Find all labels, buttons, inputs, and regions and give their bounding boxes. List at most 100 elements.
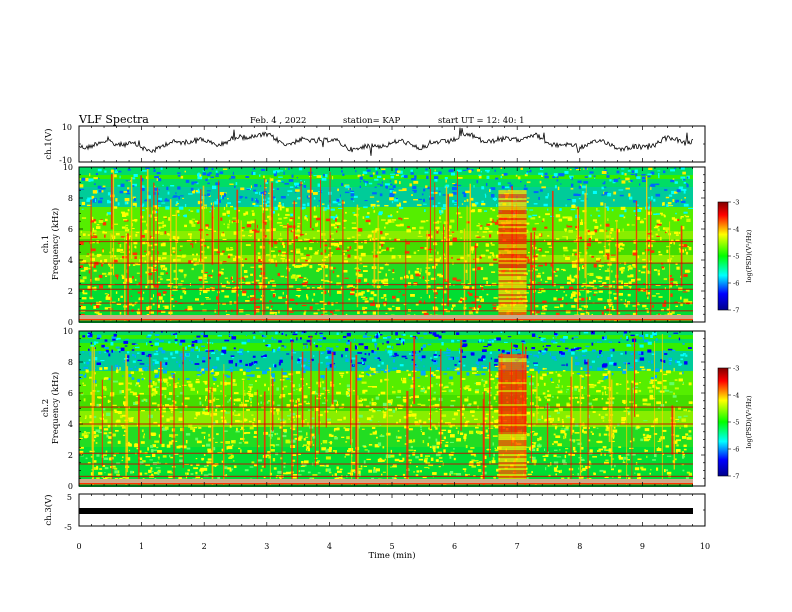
spectrogram-cell — [443, 236, 446, 239]
spectrogram-cell — [227, 253, 233, 257]
spectrogram-cell — [154, 175, 159, 179]
spectrogram-cell — [434, 425, 436, 428]
spectrogram-cell — [200, 368, 205, 372]
spectrogram-cell — [493, 476, 496, 479]
spectrogram-cell — [664, 287, 666, 290]
spectrogram-band — [79, 227, 693, 231]
spectrogram-cell — [489, 188, 492, 192]
spectrogram-cell — [161, 266, 163, 270]
spectrogram-cell — [402, 174, 406, 178]
spectrogram-streak — [110, 233, 112, 321]
spectrogram-cell — [260, 185, 262, 187]
spectrogram-cell — [526, 421, 528, 425]
spectrogram-cell — [275, 171, 277, 174]
spectrogram-cell — [456, 356, 460, 360]
spectrogram-burst — [498, 282, 527, 285]
spectrogram-cell — [153, 169, 156, 172]
spectrogram-cell — [472, 372, 477, 374]
spectrogram-cell — [369, 419, 373, 422]
spectrogram-cell — [494, 169, 496, 172]
spectrogram-cell — [256, 200, 259, 204]
spectrogram-cell — [480, 267, 484, 270]
spectrogram-cell — [549, 371, 554, 374]
spectrogram-cell — [396, 198, 398, 200]
spectrogram-cell — [392, 359, 395, 363]
spectrogram-cell — [553, 433, 556, 436]
spectrogram-cell — [188, 233, 192, 236]
spectrogram-cell — [200, 467, 204, 471]
spectrogram-cell — [324, 239, 327, 242]
spectrogram-cell — [327, 421, 331, 425]
spectrogram-cell — [374, 444, 380, 448]
spectrogram-cell — [128, 374, 132, 378]
spectrogram-streak — [269, 177, 271, 264]
spectrogram-burst — [498, 236, 527, 239]
spectrogram-cell — [493, 396, 496, 400]
spectrogram-cell — [606, 207, 610, 211]
spectrogram-cell — [316, 175, 322, 178]
spectrogram-cell — [167, 384, 169, 387]
spectrogram-cell — [419, 226, 424, 230]
spectrogram-cell — [672, 395, 677, 398]
spectrogram-cell — [609, 361, 614, 365]
spectrogram-cell — [398, 217, 401, 220]
spectrogram-cell — [98, 241, 101, 244]
spectrogram-band — [79, 219, 693, 223]
spectrogram-cell — [396, 211, 399, 213]
spectrogram-cell — [589, 272, 594, 276]
spectrogram-cell — [537, 418, 541, 421]
spectrogram-cell — [674, 181, 678, 184]
spectrogram-cell — [548, 415, 552, 417]
spectrogram-cell — [588, 427, 590, 429]
spectrogram-cell — [386, 247, 389, 251]
spectrogram-cell — [678, 406, 681, 410]
spectrogram-cell — [611, 209, 614, 212]
spectrogram-cell — [464, 398, 469, 402]
spectrogram-cell — [358, 414, 363, 418]
spectrogram-cell — [385, 222, 389, 225]
spectrogram-cell — [376, 173, 378, 175]
spectrogram-cell — [666, 249, 669, 253]
spectrogram-streak — [466, 205, 468, 280]
spectrogram-cell — [120, 248, 124, 251]
spectrogram-cell — [378, 421, 380, 422]
spectrogram-cell — [392, 390, 396, 394]
spectrogram-cell — [315, 345, 318, 348]
spectrogram-cell — [596, 441, 599, 443]
spectrogram-cell — [594, 225, 599, 229]
spectrogram-cell — [156, 462, 161, 464]
spectrogram-cell — [363, 278, 368, 282]
spectrogram-cell — [587, 291, 592, 293]
spectrogram-cell — [619, 247, 623, 249]
spectrogram-cell — [147, 251, 151, 255]
spectrogram-burst — [498, 288, 527, 291]
spectrogram-streak — [457, 171, 458, 231]
spectrogram-cell — [390, 221, 395, 223]
spectrogram-cell — [577, 291, 581, 295]
spectrogram-cell — [531, 471, 533, 473]
spectrogram-cell — [581, 185, 587, 189]
spectrogram-band — [79, 195, 693, 199]
spectrogram-cell — [604, 191, 608, 195]
spectrogram-burst — [498, 256, 527, 259]
spectrogram-cell — [364, 181, 369, 184]
spectrogram-cell — [285, 214, 290, 216]
spectrogram-cell — [421, 355, 426, 359]
spectrogram-cell — [231, 276, 233, 279]
spectrogram-cell — [305, 238, 310, 241]
spectrogram-cell — [435, 292, 438, 295]
spectrogram-cell — [529, 368, 535, 371]
spectrogram-cell — [662, 453, 665, 455]
spectrogram-cell — [202, 467, 208, 471]
spectrogram-cell — [345, 347, 349, 352]
spectrogram-cell — [639, 289, 644, 292]
spectrogram-streak — [149, 199, 151, 316]
spectrogram-cell — [342, 227, 346, 229]
spectrogram-cell — [197, 188, 200, 192]
spectrogram-cell — [271, 250, 275, 252]
spectrogram-cell — [384, 264, 389, 266]
spectrogram-cell — [314, 251, 319, 255]
spectrogram-cell — [564, 454, 567, 459]
spectrogram-cell — [79, 265, 84, 268]
spectrogram-cell — [90, 303, 92, 306]
